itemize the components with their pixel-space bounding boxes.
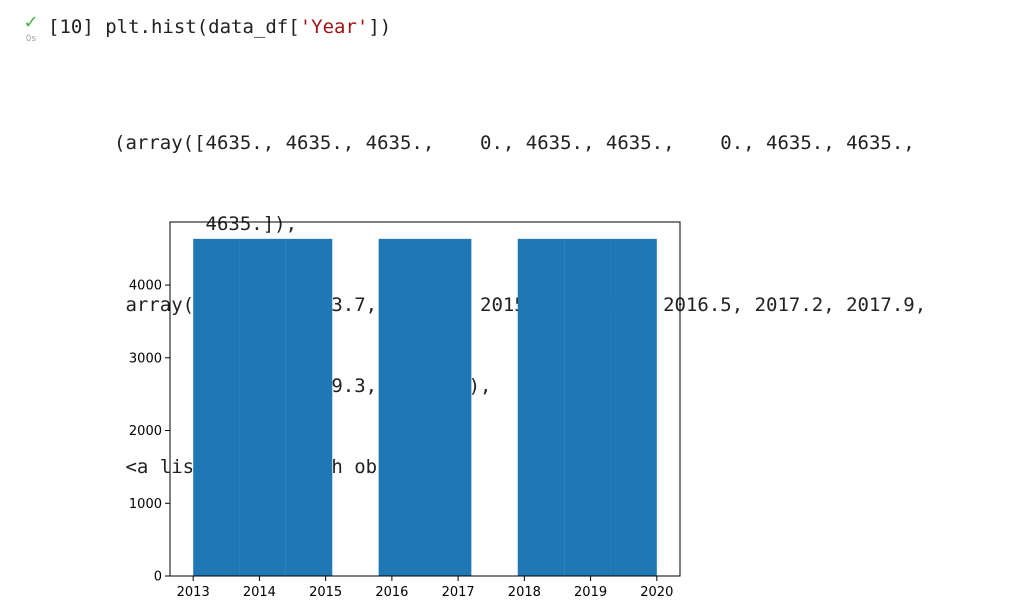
code-string-literal: 'Year' <box>299 16 369 38</box>
code-suffix: ]) <box>368 16 392 38</box>
code-cell-header: ✓ 0s [10] plt.hist(data_df['Year']) <box>18 14 618 50</box>
histogram-bar <box>610 238 657 576</box>
check-icon: ✓ <box>23 12 39 33</box>
output-line: (array([4635., 4635., 4635., 0., 4635., … <box>114 132 915 154</box>
y-tick-label: 4000 <box>129 279 162 294</box>
x-tick-label: 2017 <box>442 585 475 600</box>
y-tick-label: 1000 <box>129 497 162 512</box>
y-tick-label: 2000 <box>129 424 162 439</box>
histogram-bar <box>425 238 472 576</box>
x-tick-label: 2016 <box>375 585 408 600</box>
run-status[interactable]: ✓ 0s <box>18 12 44 45</box>
x-tick-label: 2018 <box>508 585 541 600</box>
x-tick-label: 2015 <box>309 585 342 600</box>
execution-time: 0s <box>25 34 37 44</box>
histogram-bar <box>517 238 565 576</box>
histogram-bar <box>378 238 425 576</box>
histogram-bar <box>193 238 240 576</box>
output-line: 4635.]), <box>114 213 298 235</box>
y-tick-label: 3000 <box>129 351 162 366</box>
x-tick-label: 2019 <box>574 585 607 600</box>
histogram-chart: 2013 2014 2015 2016 2017 2018 2019 2020 0 1000 200… <box>129 221 681 600</box>
histogram-bar <box>564 238 611 576</box>
plot-frame <box>169 221 681 577</box>
x-tick-label: 2014 <box>243 585 276 600</box>
code-input[interactable]: [10] plt.hist(data_df['Year']) <box>48 15 391 39</box>
code-prefix: plt.hist(data_df[ <box>105 16 300 38</box>
x-tick-label: 2013 <box>177 585 210 600</box>
y-tick-label: 0 <box>154 570 162 585</box>
histogram-bar <box>285 238 333 576</box>
histogram-figure: 2013 2014 2015 2016 2017 2018 2019 2020 0 1000 200… <box>112 212 712 612</box>
execution-count: [10] <box>48 16 94 38</box>
x-tick-label: 2020 <box>640 585 673 600</box>
histogram-bar <box>239 238 286 576</box>
